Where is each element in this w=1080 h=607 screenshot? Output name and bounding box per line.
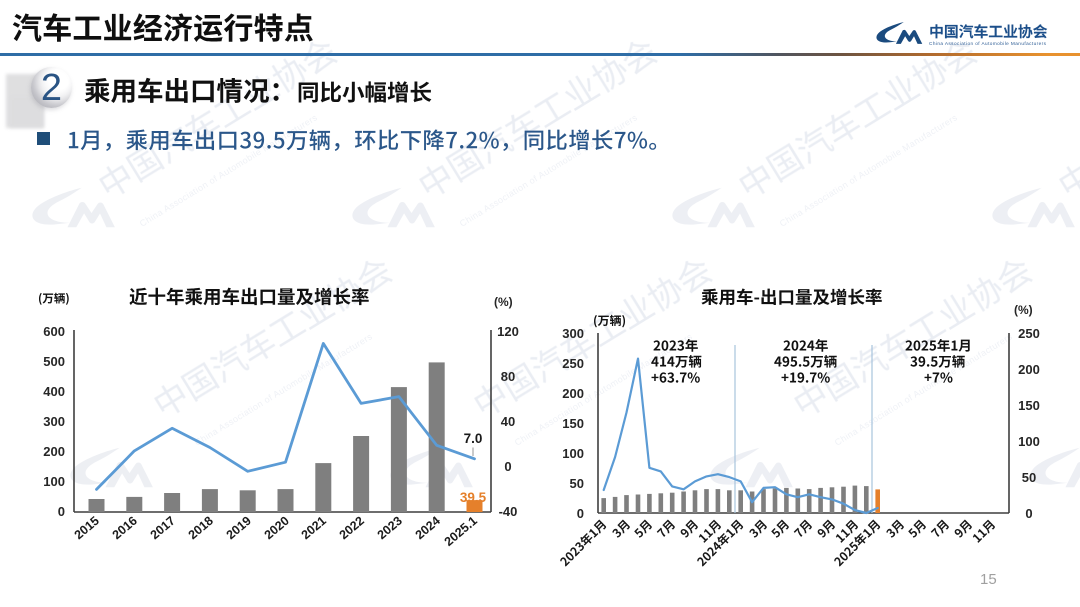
svg-text:50: 50 (570, 476, 584, 491)
svg-text:200: 200 (1018, 362, 1040, 377)
svg-text:0: 0 (577, 506, 584, 521)
svg-text:250: 250 (1018, 326, 1040, 341)
svg-text:40: 40 (501, 414, 515, 429)
svg-text:2017: 2017 (148, 514, 178, 543)
svg-text:2018: 2018 (186, 514, 216, 543)
svg-text:100: 100 (562, 446, 584, 461)
svg-text:2023: 2023 (375, 514, 405, 543)
svg-text:600: 600 (43, 324, 65, 339)
svg-text:0: 0 (1025, 506, 1032, 521)
svg-text:2020: 2020 (262, 514, 292, 543)
svg-text:2025.1: 2025.1 (442, 514, 480, 549)
svg-text:0: 0 (58, 504, 65, 519)
svg-text:150: 150 (562, 416, 584, 431)
svg-text:500: 500 (43, 354, 65, 369)
svg-text:(%): (%) (1014, 303, 1033, 317)
svg-text:200: 200 (562, 386, 584, 401)
svg-text:0: 0 (504, 459, 511, 474)
svg-text:80: 80 (501, 369, 515, 384)
svg-text:300: 300 (43, 414, 65, 429)
svg-text:300: 300 (562, 326, 584, 341)
svg-text:200: 200 (43, 444, 65, 459)
svg-text:2019: 2019 (224, 514, 254, 543)
svg-text:150: 150 (1018, 398, 1040, 413)
svg-text:7.0: 7.0 (464, 431, 483, 446)
svg-text:-40: -40 (499, 504, 518, 519)
svg-text:50: 50 (1022, 470, 1036, 485)
svg-text:(%): (%) (494, 295, 513, 309)
svg-text:China Association of Automobil: China Association of Automobile Manufact… (929, 41, 1047, 46)
svg-text:2022: 2022 (337, 514, 367, 543)
svg-text:120: 120 (497, 324, 519, 339)
svg-text:2016: 2016 (110, 514, 140, 543)
svg-text:250: 250 (562, 356, 584, 371)
svg-text:100: 100 (1018, 434, 1040, 449)
svg-text:2024: 2024 (413, 514, 443, 543)
svg-text:2015: 2015 (72, 514, 102, 543)
svg-text:100: 100 (43, 474, 65, 489)
svg-text:400: 400 (43, 384, 65, 399)
svg-text:2021: 2021 (299, 514, 329, 543)
svg-text:39.5: 39.5 (460, 490, 487, 505)
